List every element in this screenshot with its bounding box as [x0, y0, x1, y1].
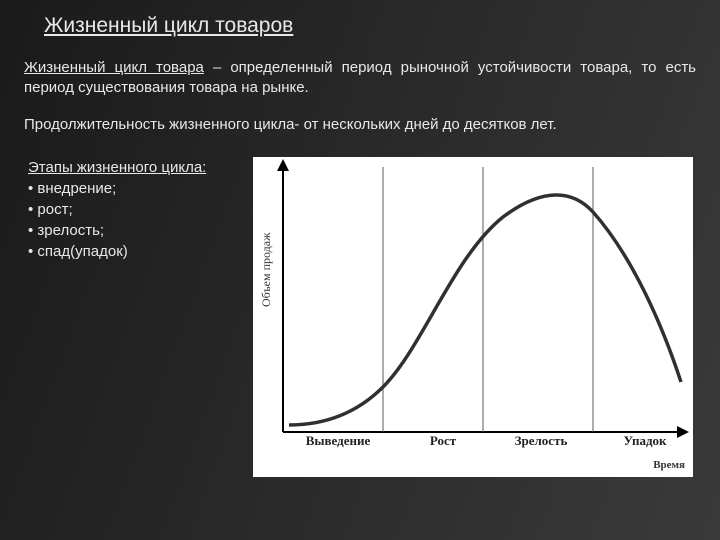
phase-label: Выведение	[288, 433, 388, 449]
stage-item: • спад(упадок)	[28, 241, 253, 262]
y-axis-label: Объем продаж	[259, 232, 274, 306]
phase-label: Зрелость	[491, 433, 591, 449]
chart-svg	[253, 157, 693, 477]
stage-item: • внедрение;	[28, 178, 253, 199]
definition-term: Жизненный цикл товара	[24, 59, 204, 76]
phase-label: Упадок	[595, 433, 695, 449]
y-axis-arrow	[277, 159, 289, 171]
page-title: Жизненный цикл товаров	[0, 0, 720, 38]
x-axis-label: Время	[653, 459, 685, 471]
definition-text: Жизненный цикл товара – определенный пер…	[0, 38, 720, 99]
lifecycle-curve	[289, 195, 681, 425]
phase-label: Рост	[393, 433, 493, 449]
stage-item: • зрелость;	[28, 220, 253, 241]
stages-list: Этапы жизненного цикла: • внедрение; • р…	[28, 157, 253, 477]
duration-text: Продолжительность жизненного цикла- от н…	[0, 99, 720, 135]
content-row: Этапы жизненного цикла: • внедрение; • р…	[0, 135, 720, 477]
lifecycle-chart: Объем продаж Время Выведение Рост Зрелос…	[253, 157, 693, 477]
stage-item: • рост;	[28, 199, 253, 220]
stages-heading: Этапы жизненного цикла:	[28, 157, 253, 178]
